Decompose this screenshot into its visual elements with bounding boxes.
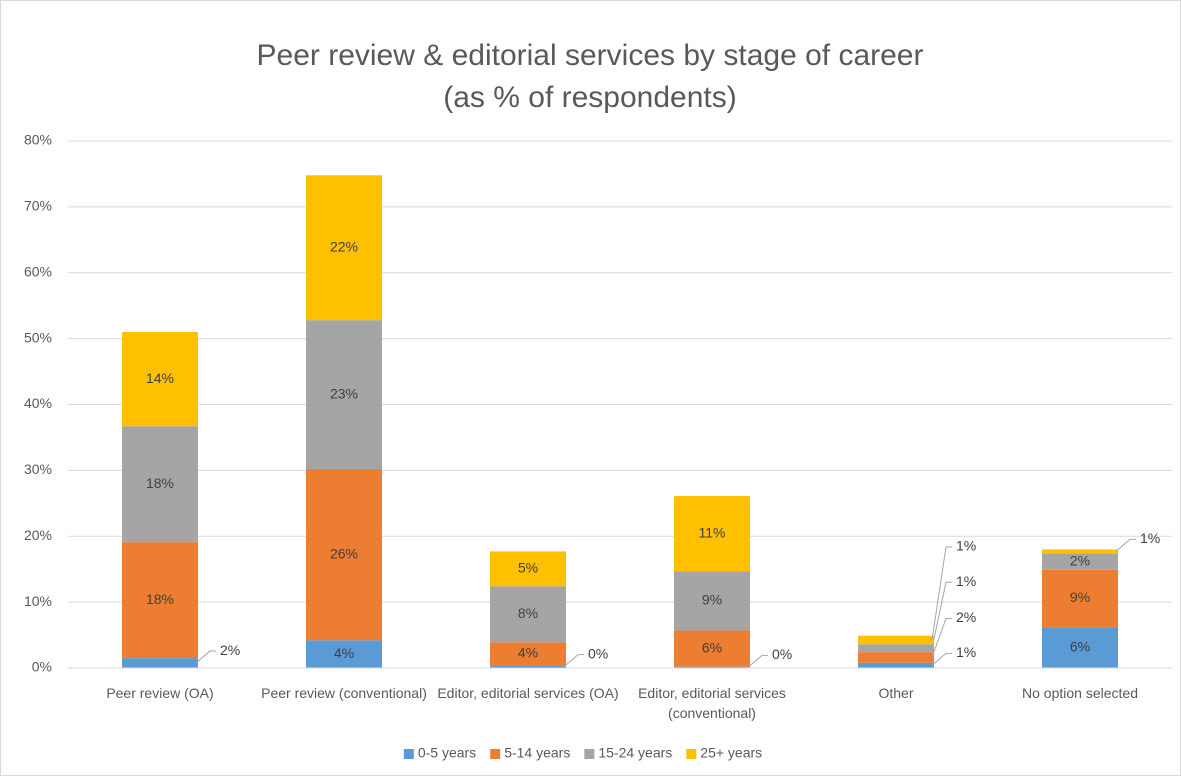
y-tick-label: 40% xyxy=(24,395,52,411)
y-tick-label: 70% xyxy=(24,198,52,214)
leader-line xyxy=(1115,538,1136,552)
legend-swatch xyxy=(403,749,414,759)
data-label: 2% xyxy=(1070,552,1090,568)
bar-segment xyxy=(490,551,566,587)
y-tick-label: 10% xyxy=(24,593,52,609)
data-label: 2% xyxy=(220,642,240,658)
y-tick-label: 50% xyxy=(24,329,52,345)
leader-line xyxy=(931,617,952,658)
bar-segment xyxy=(858,644,934,653)
data-label: 18% xyxy=(146,475,174,491)
leader-line xyxy=(195,650,216,664)
x-tick-label: No option selected xyxy=(1022,685,1138,701)
chart-title: Peer review & editorial services by stag… xyxy=(257,39,924,72)
y-tick-label: 0% xyxy=(32,659,52,675)
bar-segment xyxy=(490,665,566,668)
data-label: 8% xyxy=(518,605,538,621)
data-label: 6% xyxy=(702,639,722,655)
leader-line xyxy=(747,654,768,668)
data-label: 14% xyxy=(146,370,174,386)
legend-label: 5-14 years xyxy=(504,745,570,761)
bar-segment xyxy=(490,586,566,643)
bar-segment xyxy=(858,662,934,668)
bar-segment xyxy=(1042,549,1118,554)
bar-segment xyxy=(858,652,934,663)
data-label: 1% xyxy=(956,644,976,660)
bar-segment xyxy=(674,496,750,572)
bar-segment xyxy=(490,642,566,666)
legend-swatch xyxy=(490,749,501,759)
bar-segment xyxy=(122,542,198,659)
data-label: 26% xyxy=(330,545,358,561)
bar-segment xyxy=(1042,553,1118,570)
legend-swatch xyxy=(584,749,595,759)
data-label: 2% xyxy=(956,609,976,625)
data-label: 4% xyxy=(518,645,538,661)
bar-segment xyxy=(1042,627,1118,668)
legend-label: 15-24 years xyxy=(598,745,672,761)
bar-segment xyxy=(306,469,382,641)
bar-segment xyxy=(306,175,382,321)
data-label: 9% xyxy=(702,592,722,608)
bar-segment xyxy=(674,666,750,668)
chart-subtitle: (as % of respondents) xyxy=(443,81,736,114)
data-label: 1% xyxy=(956,538,976,554)
data-label: 1% xyxy=(956,573,976,589)
legend-label: 25+ years xyxy=(700,745,762,761)
data-label: 6% xyxy=(1070,638,1090,654)
bar-segment xyxy=(306,320,382,470)
legend-label: 0-5 years xyxy=(418,745,476,761)
y-tick-label: 80% xyxy=(24,132,52,148)
x-tick-label: Peer review (conventional) xyxy=(261,685,427,701)
y-tick-label: 30% xyxy=(24,461,52,477)
data-label: 11% xyxy=(699,524,726,540)
bar-segment xyxy=(1042,569,1118,628)
bar-segment xyxy=(122,332,198,427)
y-tick-label: 20% xyxy=(24,527,52,543)
data-label: 22% xyxy=(330,238,358,254)
x-tick-label: Editor, editorial services (conventional… xyxy=(638,685,786,721)
bar-segment xyxy=(122,658,198,668)
bar-segment xyxy=(674,630,750,667)
bar-segment xyxy=(306,640,382,668)
data-label: 1% xyxy=(1140,530,1160,546)
data-label: 9% xyxy=(1070,589,1090,605)
legend-swatch xyxy=(686,749,697,759)
data-label: 0% xyxy=(588,645,608,661)
leader-line xyxy=(931,652,952,666)
bar-segment xyxy=(122,426,198,543)
leader-line xyxy=(931,546,952,641)
data-label: 0% xyxy=(772,646,792,662)
data-label: 5% xyxy=(518,560,538,576)
x-tick-label: Editor, editorial services (OA) xyxy=(437,685,619,701)
bar-segment xyxy=(674,571,750,631)
data-label: 4% xyxy=(334,645,354,661)
x-tick-label: Other xyxy=(878,685,914,701)
leader-line xyxy=(563,654,584,668)
leader-line xyxy=(931,581,952,649)
data-label: 18% xyxy=(146,591,174,607)
data-label: 23% xyxy=(330,385,358,401)
y-tick-label: 60% xyxy=(24,263,52,279)
bar-segment xyxy=(858,635,934,645)
x-tick-label: Peer review (OA) xyxy=(106,685,214,701)
